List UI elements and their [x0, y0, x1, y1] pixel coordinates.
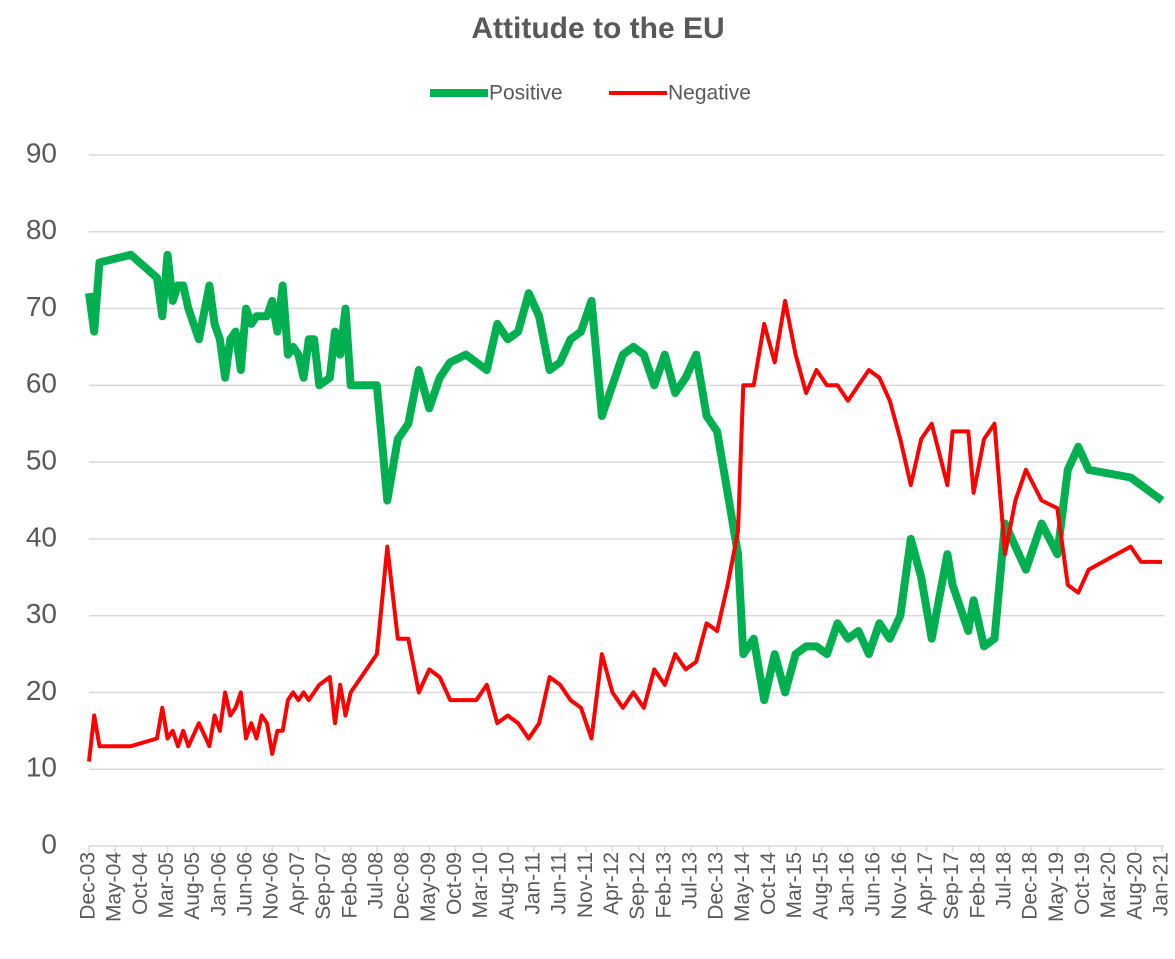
- x-tick-label: Dec-13: [705, 852, 728, 920]
- x-tick-label: May-19: [1045, 852, 1068, 922]
- x-tick-label: Dec-08: [391, 852, 414, 920]
- y-tick-label: 0: [41, 828, 57, 859]
- x-tick-label: Mar-10: [469, 852, 492, 919]
- y-tick-label: 60: [26, 368, 57, 399]
- x-tick-label: Jun-11: [548, 852, 571, 915]
- x-tick-label: Aug-15: [809, 852, 832, 920]
- x-tick-label: Aug-10: [495, 852, 518, 920]
- legend-label: Negative: [668, 82, 751, 105]
- x-tick-label: Nov-16: [888, 852, 911, 920]
- x-tick-label: Sep-12: [626, 852, 649, 920]
- x-tick-label: Jul-13: [678, 852, 701, 909]
- y-tick-label: 50: [26, 445, 57, 476]
- y-tick-label: 20: [26, 675, 57, 706]
- x-tick-label: May-14: [731, 852, 754, 922]
- x-tick-label: Apr-12: [600, 852, 623, 915]
- y-tick-label: 40: [26, 521, 57, 552]
- x-tick-label: Apr-07: [286, 852, 309, 915]
- x-tick-label: Oct-19: [1071, 852, 1094, 915]
- x-tick-label: Jul-18: [993, 852, 1016, 909]
- x-tick-label: Mar-05: [155, 852, 178, 919]
- x-tick-label: Oct-14: [757, 852, 780, 915]
- x-tick-label: Sep-07: [312, 852, 335, 920]
- x-tick-label: Oct-09: [443, 852, 466, 915]
- series-line: [85, 250, 1165, 705]
- x-tick-label: Feb-13: [652, 852, 675, 919]
- x-tick-label: Oct-04: [129, 852, 152, 915]
- x-tick-label: Jan-21: [1150, 852, 1173, 916]
- x-tick-label: May-04: [103, 852, 126, 922]
- x-tick-label: Aug-20: [1123, 852, 1146, 920]
- x-tick-label: Jun-16: [862, 852, 885, 916]
- y-tick-label: 70: [26, 291, 57, 322]
- x-tick-label: Jan-06: [207, 852, 230, 916]
- x-tick-label: Aug-05: [181, 852, 204, 920]
- series-line: [87, 298, 1162, 762]
- x-tick-label: Sep-17: [940, 852, 963, 920]
- x-tick-label: Nov-06: [260, 852, 283, 920]
- x-tick-label: Apr-17: [914, 852, 937, 915]
- x-tick-label: Mar-20: [1097, 852, 1120, 919]
- legend-label: Positive: [489, 82, 563, 105]
- x-tick-label: Feb-18: [966, 852, 989, 919]
- x-tick-label: Dec-18: [1019, 852, 1042, 920]
- x-tick-label: May-09: [417, 852, 440, 922]
- y-tick-label: 10: [26, 752, 57, 783]
- x-tick-label: Jun-06: [234, 852, 257, 916]
- y-tick-label: 80: [26, 214, 57, 245]
- x-tick-label: Jan-11: [521, 852, 544, 915]
- y-tick-label: 30: [26, 598, 57, 629]
- chart-title: Attitude to the EU: [471, 12, 724, 45]
- x-tick-label: Dec-03: [77, 852, 100, 920]
- x-tick-label: Jul-08: [364, 852, 387, 909]
- x-tick-label: Nov-11: [574, 852, 597, 918]
- x-tick-label: Mar-15: [783, 852, 806, 919]
- x-tick-label: Feb-08: [338, 852, 361, 919]
- y-tick-label: 90: [26, 137, 57, 168]
- x-tick-label: Jan-16: [835, 852, 858, 916]
